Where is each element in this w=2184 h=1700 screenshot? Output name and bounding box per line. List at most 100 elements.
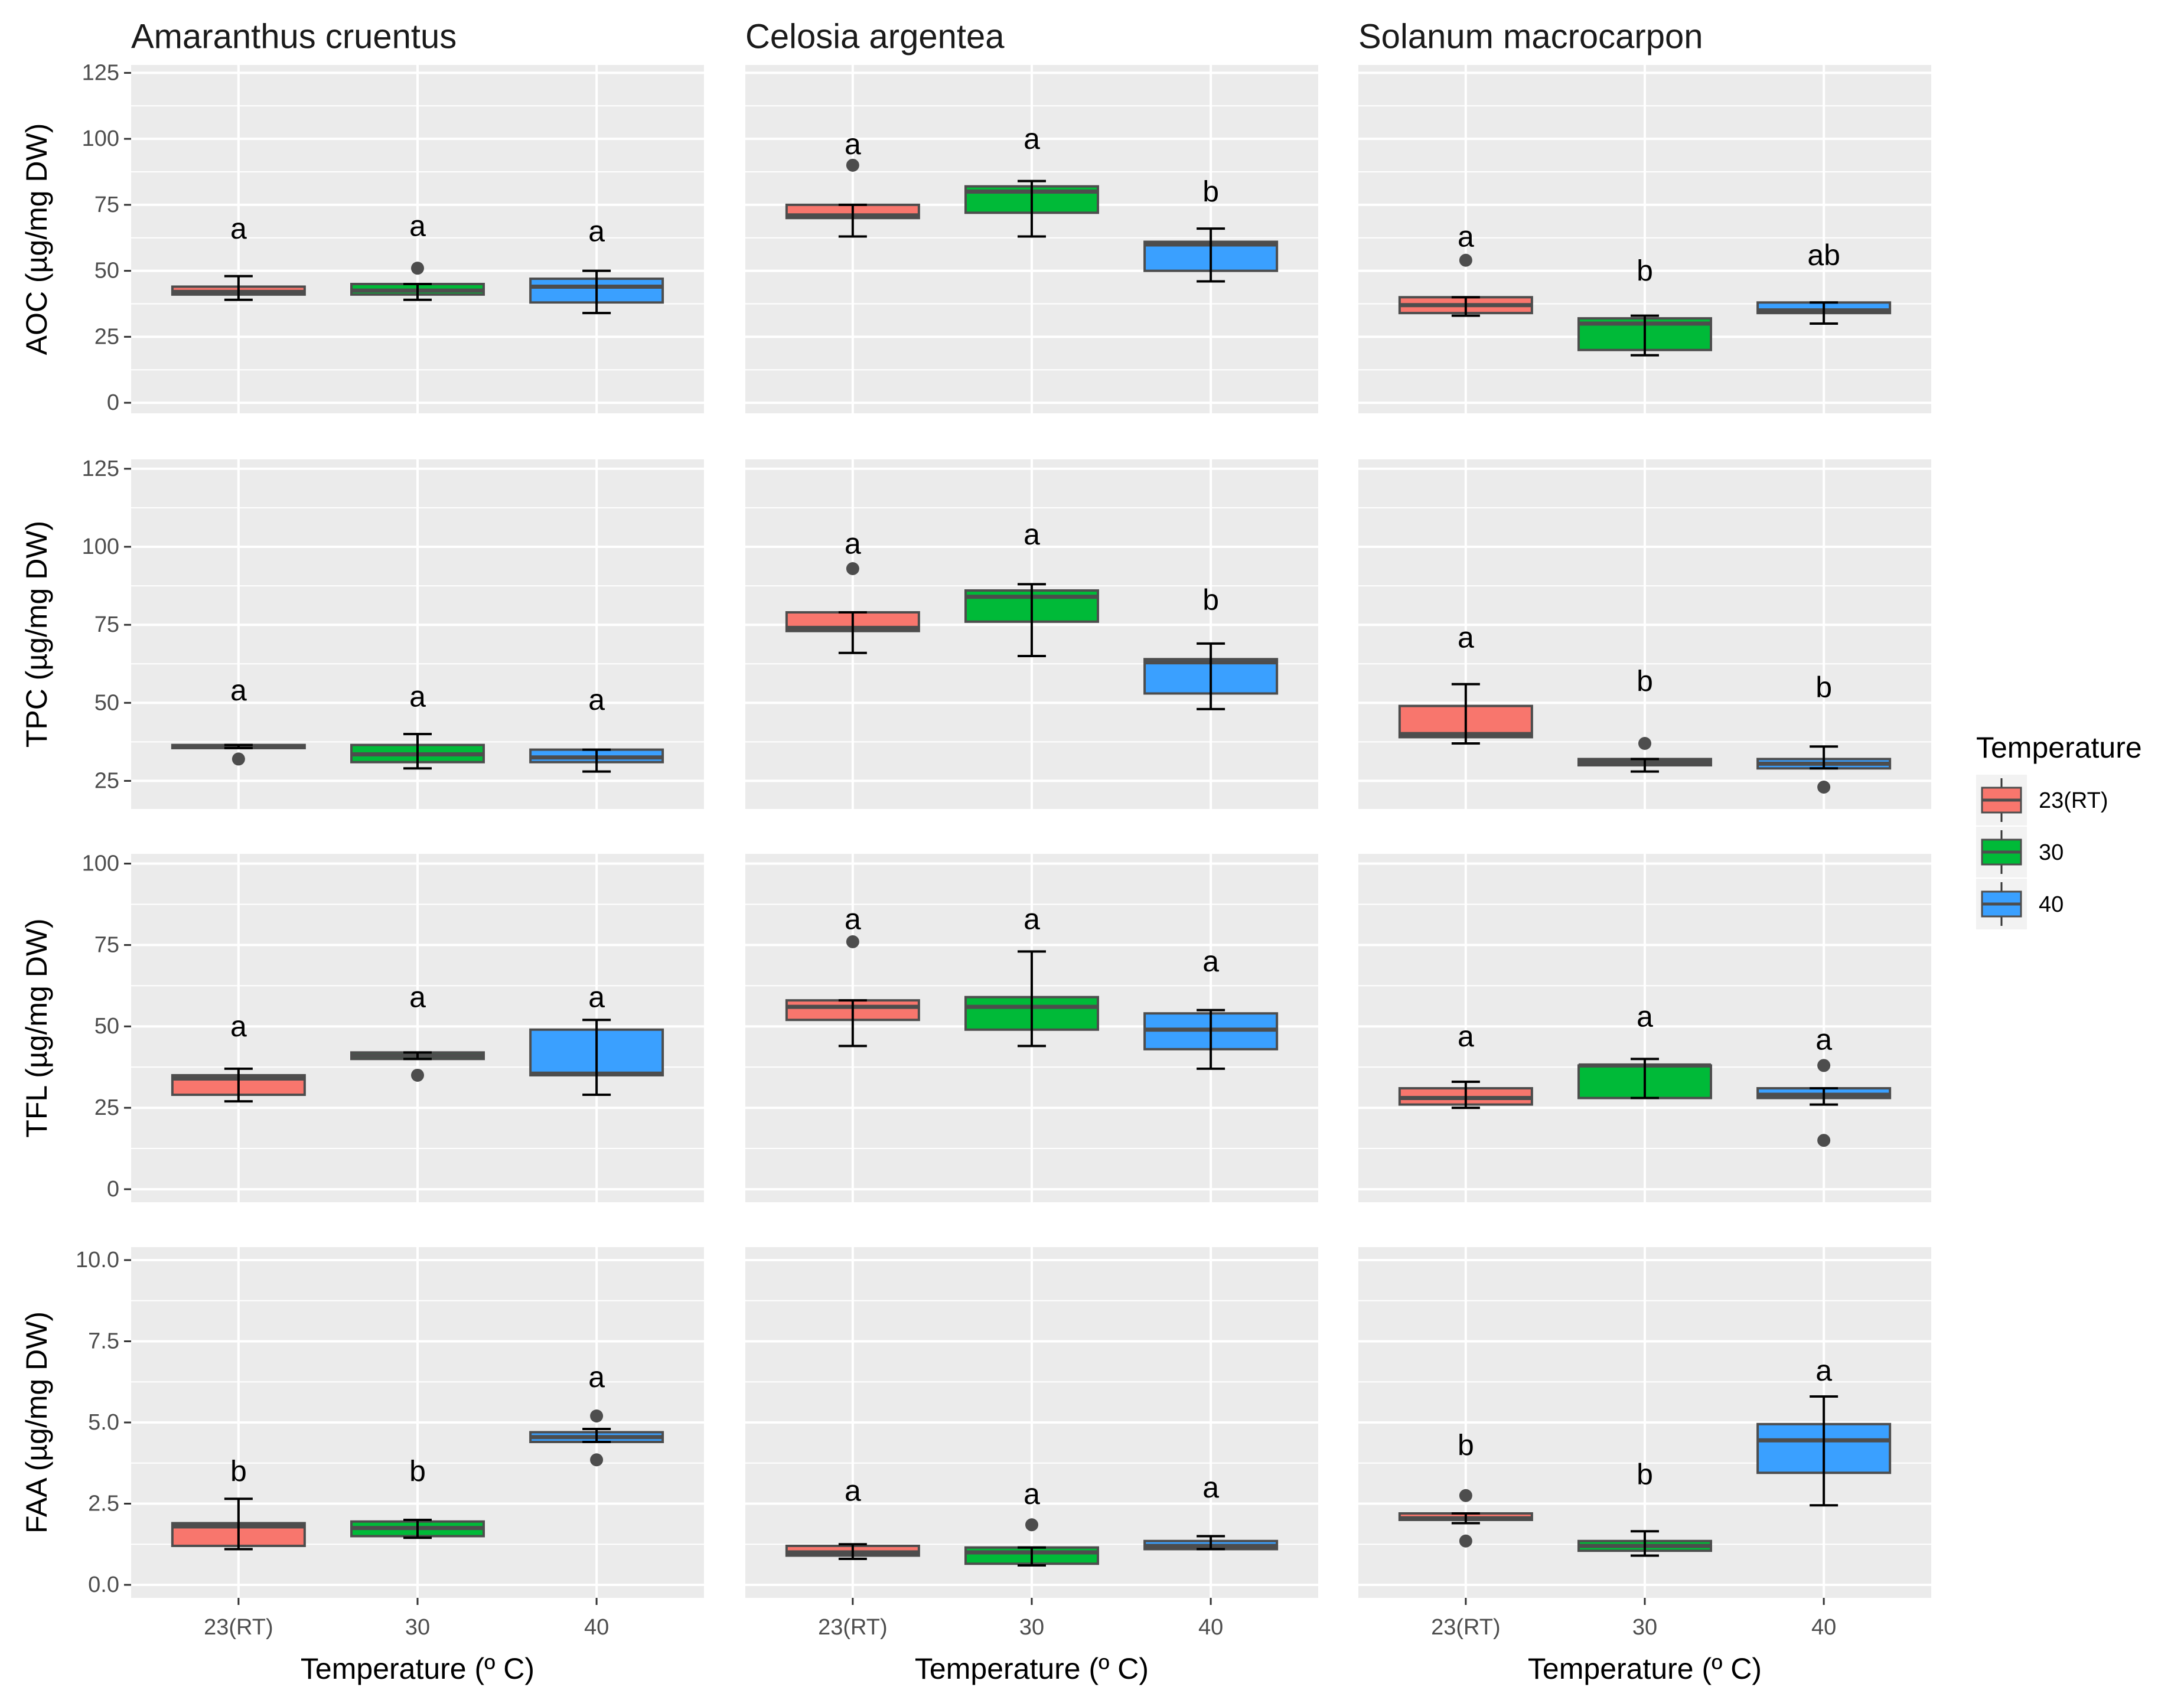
x-tick-label: 30 — [1632, 1615, 1657, 1640]
significance-letter: a — [1458, 220, 1474, 253]
x-tick-label: 30 — [405, 1615, 430, 1640]
significance-letter: b — [1815, 671, 1832, 704]
panel-r1-c2: a a b — [745, 65, 1318, 413]
x-tick-label: 23(RT) — [1431, 1615, 1501, 1640]
significance-letter: a — [230, 1010, 247, 1043]
box-30: a — [350, 981, 485, 1082]
outlier-point — [1817, 1059, 1831, 1072]
significance-letter: a — [409, 210, 426, 243]
box-23rt: a — [785, 902, 920, 1048]
y-tick-label: 7.5 — [88, 1329, 119, 1354]
box-30: a — [964, 122, 1099, 238]
significance-letter: a — [588, 683, 605, 716]
y-tick-label: 25 — [94, 324, 119, 349]
x-tick-label: 23(RT) — [204, 1615, 273, 1640]
outlier-point — [846, 562, 859, 575]
legend-label: 30 — [2039, 840, 2064, 865]
box-40: a — [529, 1360, 664, 1467]
box-40: a — [1143, 1471, 1279, 1551]
box-23rt: b — [171, 1455, 306, 1551]
box-40: b — [1756, 671, 1892, 794]
box-40: a — [1756, 1354, 1892, 1507]
significance-letter: a — [1815, 1354, 1832, 1387]
box-30: a — [1577, 1000, 1712, 1099]
box-30: b — [1577, 664, 1712, 773]
x-axis-title: Temperature (º C) — [915, 1652, 1149, 1685]
significance-letter: a — [845, 1474, 861, 1508]
significance-letter: a — [230, 212, 247, 245]
box-23rt: a — [1398, 621, 1533, 745]
y-tick-label: 50 — [94, 1014, 119, 1039]
outlier-point — [411, 1068, 424, 1082]
box-30: a — [964, 1477, 1099, 1567]
box-40: a — [1756, 1023, 1892, 1147]
legend-entry: 30 — [1976, 827, 2064, 877]
box-30: a — [350, 680, 485, 770]
significance-letter: a — [1023, 518, 1040, 551]
y-tick-label: 10.0 — [76, 1248, 119, 1272]
y-tick-label: 0.0 — [88, 1572, 119, 1597]
x-tick-label: 30 — [1019, 1615, 1044, 1640]
outlier-point — [1459, 1489, 1472, 1502]
facet-title: Amaranthus cruentus — [131, 18, 457, 56]
x-axis-title: Temperature (º C) — [1528, 1652, 1762, 1685]
legend-label: 40 — [2039, 892, 2064, 917]
box-40: a — [1143, 945, 1279, 1070]
significance-letter: a — [588, 1360, 605, 1394]
box-30: b — [350, 1455, 485, 1539]
box-40: b — [1143, 583, 1279, 710]
legend-entry: 40 — [1976, 879, 2064, 929]
box-23rt: a — [1398, 220, 1533, 317]
outlier-point — [1817, 1134, 1831, 1147]
significance-letter: a — [1023, 1477, 1040, 1510]
box-23rt: a — [785, 527, 920, 654]
x-tick-label: 23(RT) — [818, 1615, 888, 1640]
y-tick-label: 25 — [94, 768, 119, 793]
significance-letter: a — [1023, 902, 1040, 935]
y-tick-label: 125 — [82, 456, 119, 481]
significance-letter: ab — [1807, 239, 1840, 272]
significance-letter: a — [230, 674, 247, 707]
y-tick-label: 50 — [94, 259, 119, 283]
significance-letter: a — [845, 128, 861, 161]
significance-letter: a — [588, 215, 605, 248]
significance-letter: b — [1202, 583, 1219, 616]
x-tick-label: 40 — [584, 1615, 609, 1640]
significance-letter: a — [1202, 945, 1219, 978]
significance-letter: b — [230, 1455, 247, 1488]
significance-letter: a — [1202, 1471, 1219, 1504]
panel-r2-c2: a a b — [745, 459, 1318, 809]
box-40: a — [529, 215, 664, 315]
box-40: ab — [1756, 239, 1892, 325]
box-23rt: a — [171, 674, 306, 766]
panel-r1-c3: ab ab — [1358, 65, 1931, 413]
outlier-point — [1459, 253, 1472, 267]
significance-letter: a — [845, 527, 861, 560]
significance-letter: a — [1637, 1000, 1653, 1033]
facet-title: Celosia argentea — [745, 18, 1005, 56]
y-tick-label: 100 — [82, 534, 119, 559]
significance-letter: a — [409, 680, 426, 713]
box-23rt: a — [171, 212, 306, 301]
significance-letter: b — [1458, 1429, 1474, 1462]
panel-r3-c2: a a a — [745, 854, 1318, 1202]
significance-letter: b — [1637, 664, 1653, 697]
outlier-point — [232, 752, 245, 766]
y-tick-label: 0 — [107, 1177, 119, 1202]
panel-r3-c1: aa a — [131, 854, 704, 1202]
legend: Temperature 23(RT) 30 40 — [1976, 731, 2142, 929]
y-axis-title: AOC (µg/mg DW) — [20, 123, 53, 355]
y-axis-title: FAA (µg/mg DW) — [20, 1311, 53, 1533]
outlier-point — [1025, 1518, 1038, 1532]
outlier-point — [1817, 781, 1831, 794]
significance-letter: a — [588, 981, 605, 1014]
outlier-point — [590, 1409, 604, 1422]
box-40: b — [1143, 175, 1279, 283]
box-40: a — [529, 683, 664, 773]
outlier-point — [411, 262, 424, 275]
outlier-point — [846, 158, 859, 172]
legend-entry: 23(RT) — [1976, 775, 2108, 825]
significance-letter: a — [1458, 1020, 1474, 1053]
